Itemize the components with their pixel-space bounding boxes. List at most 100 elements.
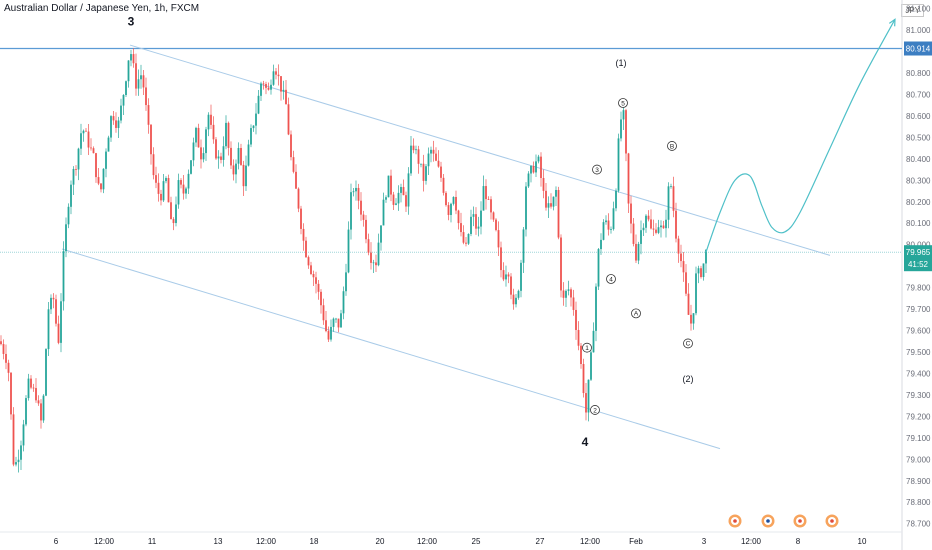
- candle-body: [250, 128, 252, 145]
- candle-body: [415, 149, 417, 151]
- candle-body: [370, 252, 372, 263]
- candle-body: [257, 95, 260, 114]
- candle-body: [562, 290, 565, 298]
- candle-body: [662, 225, 665, 229]
- candle-body: [230, 147, 232, 166]
- candle-body: [225, 122, 227, 147]
- projection-arrow-icon: [888, 18, 896, 27]
- candle-body: [577, 329, 580, 346]
- candle-body: [587, 379, 590, 413]
- x-tick-label: Feb: [629, 537, 643, 546]
- candle-body: [185, 188, 187, 194]
- candle-body: [560, 237, 562, 291]
- candle-body: [17, 459, 20, 463]
- candle-body: [205, 129, 207, 154]
- wave-label: 3: [595, 167, 599, 174]
- candle-body: [30, 378, 32, 388]
- candle-body: [500, 247, 502, 271]
- candle-body: [0, 341, 2, 345]
- y-tick-label: 78.800: [906, 498, 931, 507]
- candle-body: [355, 187, 357, 192]
- candle-body: [495, 219, 497, 231]
- candle-body: [412, 145, 415, 151]
- candle-body: [657, 227, 660, 233]
- candle-body: [645, 215, 647, 228]
- candle-body: [570, 289, 572, 298]
- candle-body: [522, 229, 525, 263]
- candle-body: [565, 290, 567, 298]
- candle-body: [195, 127, 197, 143]
- candle-body: [465, 242, 467, 244]
- candle-body: [512, 294, 515, 305]
- candle-body: [97, 177, 100, 184]
- y-tick-label: 79.500: [906, 348, 931, 357]
- candle-body: [57, 323, 60, 343]
- candle-body: [80, 133, 82, 149]
- candle-body: [337, 318, 340, 328]
- candle-body: [435, 153, 437, 161]
- candle-body: [470, 216, 472, 234]
- candle-body: [122, 94, 125, 106]
- candle-body: [647, 215, 650, 220]
- candle-body: [197, 127, 200, 148]
- wave-label-circle: [631, 308, 641, 319]
- x-tick-label: 12:00: [580, 537, 601, 546]
- candle-body: [655, 229, 657, 233]
- candle-body: [300, 208, 302, 229]
- wave-label: (1): [616, 58, 627, 68]
- wave-label-circle: [618, 98, 628, 108]
- current-price-label: 79.965: [906, 248, 931, 257]
- economic-event-icon[interactable]: [793, 514, 807, 528]
- y-tick-label: 80.600: [906, 112, 931, 121]
- countdown-label: 41:52: [908, 260, 929, 269]
- candle-body: [572, 297, 575, 310]
- candle-body: [190, 160, 192, 174]
- y-tick-label: 79.700: [906, 305, 931, 314]
- candle-body: [162, 181, 165, 201]
- candle-body: [150, 124, 152, 155]
- x-tick-label: 12:00: [256, 537, 277, 546]
- candle-body: [457, 210, 460, 224]
- candle-body: [332, 318, 335, 327]
- economic-event-icon[interactable]: [728, 514, 742, 528]
- candle-body: [610, 229, 612, 230]
- candle-body: [660, 225, 662, 228]
- wave-label: C: [686, 341, 691, 348]
- y-tick-label: 81.000: [906, 26, 931, 35]
- candle-body: [262, 83, 265, 85]
- candle-body: [145, 87, 147, 106]
- candle-body: [600, 239, 602, 250]
- candle-body: [665, 219, 667, 229]
- candle-body: [377, 242, 380, 266]
- candle-body: [490, 199, 492, 213]
- candle-body: [467, 233, 470, 244]
- candle-body: [620, 119, 622, 139]
- y-tick-label: 79.800: [906, 284, 931, 293]
- y-tick-label: 80.300: [906, 176, 931, 185]
- wave-label: 1: [585, 345, 589, 352]
- candle-body: [307, 257, 310, 266]
- candle-body: [10, 372, 12, 415]
- channel-upper-line: [129, 44, 831, 256]
- candle-body: [555, 189, 557, 197]
- chart-title: Australian Dollar / Japanese Yen, 1h, FX…: [4, 3, 200, 14]
- candle-body: [222, 146, 225, 160]
- candle-body: [297, 188, 300, 209]
- candle-body: [617, 138, 620, 191]
- economic-event-icon[interactable]: [825, 514, 839, 528]
- candle-body: [282, 89, 285, 92]
- candle-body: [187, 173, 190, 189]
- y-tick-label: 80.400: [906, 155, 931, 164]
- economic-event-icon[interactable]: [761, 514, 775, 528]
- candle-body: [255, 113, 257, 126]
- y-tick-label: 79.100: [906, 434, 931, 443]
- candle-body: [392, 194, 395, 205]
- event-icon-dot: [798, 519, 802, 523]
- candle-body: [632, 223, 635, 244]
- candle-body: [215, 139, 217, 159]
- candle-body: [510, 276, 512, 295]
- candle-body: [212, 124, 215, 140]
- candle-body: [390, 175, 392, 195]
- projection-path: [705, 19, 896, 253]
